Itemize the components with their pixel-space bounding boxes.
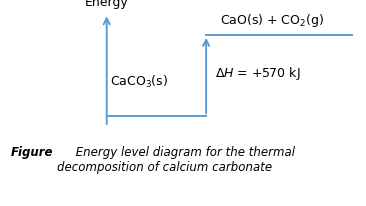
Text: $\Delta H$ = +570 kJ: $\Delta H$ = +570 kJ: [215, 65, 300, 82]
Text: Energy level diagram for the thermal
decomposition of calcium carbonate: Energy level diagram for the thermal dec…: [57, 146, 295, 173]
Text: Figure: Figure: [11, 146, 53, 159]
Text: CaCO$_3$(s): CaCO$_3$(s): [110, 74, 168, 90]
Text: CaO(s) + CO$_2$(g): CaO(s) + CO$_2$(g): [220, 12, 324, 29]
Text: Energy: Energy: [85, 0, 128, 9]
